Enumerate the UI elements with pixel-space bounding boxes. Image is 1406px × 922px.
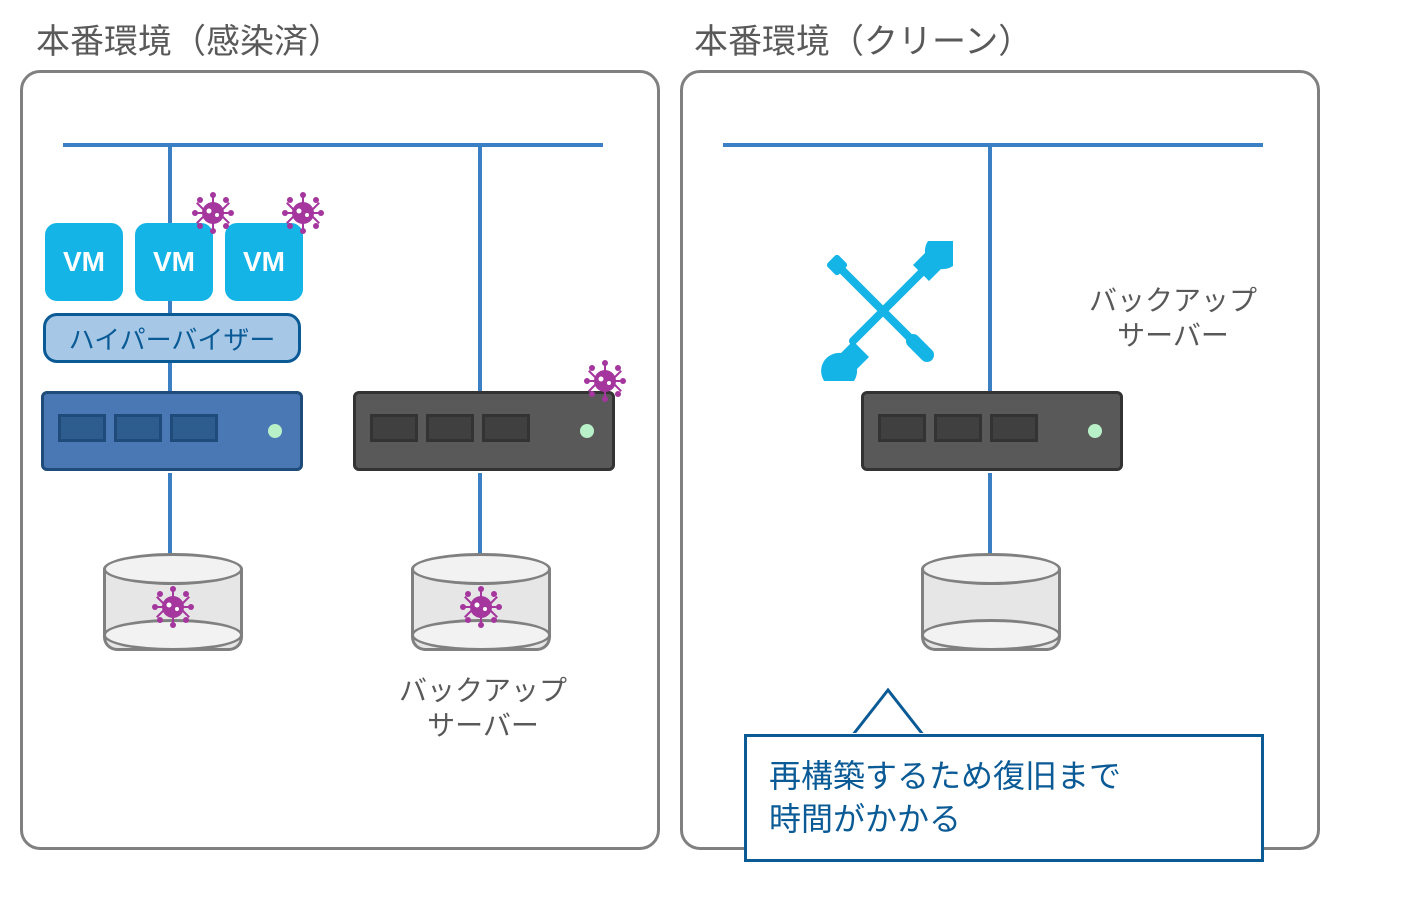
right-panel: バックアップ サーバー [680,70,1320,850]
server-slot [426,414,474,442]
server-slot [58,414,106,442]
virus-icon [459,585,503,629]
disk-right [921,553,1061,653]
net-vline-left-disk1 [168,473,172,563]
server-gray-right [861,391,1123,471]
net-vline-right-disk [988,473,992,563]
callout-box: 再構築するため復旧まで 時間がかかる [744,734,1264,862]
left-panel-title: 本番環境（感染済） [36,14,342,63]
backup-label-left: バックアップ サーバー [393,673,573,743]
server-slot [482,414,530,442]
virus-icon [191,191,235,235]
backup-label-right: バックアップ サーバー [1073,283,1273,353]
server-slot [114,414,162,442]
hypervisor-box: ハイパーバイザー [43,313,301,363]
server-led [268,424,282,438]
server-led [1088,424,1102,438]
server-slot [370,414,418,442]
server-slot [170,414,218,442]
right-panel-title: 本番環境（クリーン） [694,14,1032,63]
virus-icon [583,359,627,403]
server-slot [878,414,926,442]
net-hline-left [63,143,603,147]
server-gray-left [353,391,615,471]
server-led [580,424,594,438]
left-panel: ハイパーバイザー VM VM VM [20,70,660,850]
virus-icon [151,585,195,629]
tools-icon [813,241,953,381]
net-vline-right [988,143,992,403]
virus-icon [281,191,325,235]
server-blue [41,391,303,471]
net-hline-right [723,143,1263,147]
vm-box-1: VM [45,223,123,301]
server-slot [934,414,982,442]
server-slot [990,414,1038,442]
net-vline-left-backup [478,143,482,403]
net-vline-left-disk2 [478,473,482,563]
